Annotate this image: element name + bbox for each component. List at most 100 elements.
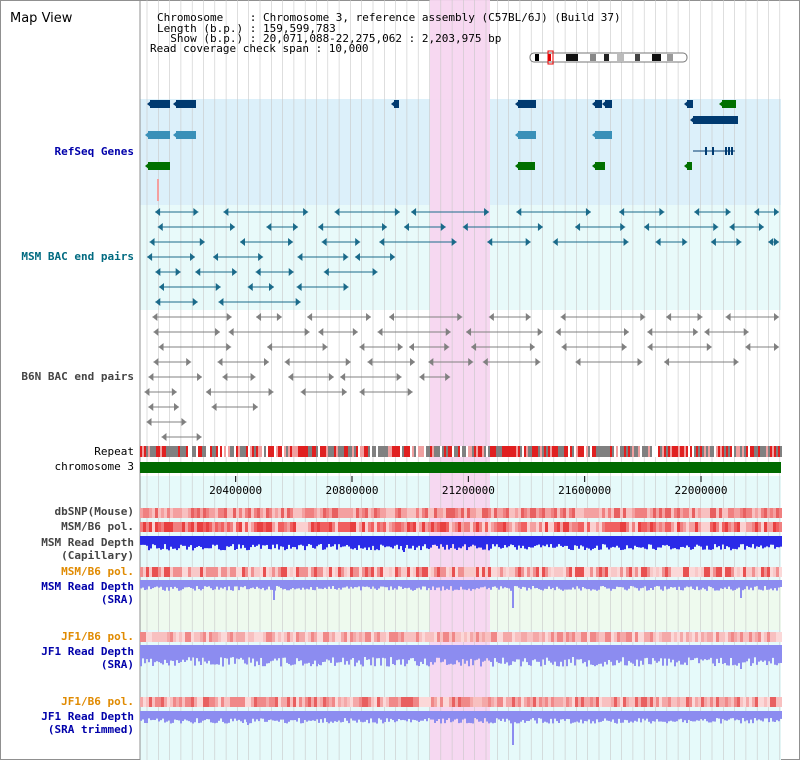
jf1-depth-trimmed-bar — [540, 711, 542, 719]
repeat-block — [188, 446, 190, 457]
repeat-block — [558, 446, 560, 457]
depth-spike — [591, 645, 593, 663]
jf1-depth-trimmed-bar — [458, 711, 460, 724]
jf1-b6-polymorphism-2 — [164, 697, 167, 707]
jf1-b6-polymorphism-2 — [779, 697, 782, 707]
msm-depth-sra-bar — [564, 580, 566, 590]
msm-b6-polymorphism-2 — [479, 567, 482, 577]
jf1-depth-sra-bar — [346, 645, 348, 662]
jf1-depth-trimmed-bar — [300, 711, 302, 724]
jf1-b6-polymorphism-2 — [548, 697, 551, 707]
bac-end-marker — [155, 268, 161, 276]
msm-b6-polymorphism — [245, 522, 248, 532]
jf1-depth-sra-bar — [524, 645, 526, 659]
jf1-b6-polymorphism-2 — [569, 697, 572, 707]
jf1-depth-sra-bar — [680, 645, 682, 665]
track-label-msm-bac[interactable]: MSM BAC end pairs — [21, 250, 134, 263]
bac-end-marker — [144, 388, 150, 396]
msm-depth-capillary-bar — [616, 536, 618, 546]
dbsnp-density — [431, 508, 434, 518]
msm-b6-polymorphism — [560, 522, 563, 532]
repeat-block — [686, 446, 688, 457]
repeat-block — [298, 446, 300, 457]
dbsnp-density — [407, 508, 410, 518]
msm-b6-polymorphism-2 — [413, 567, 416, 577]
dbsnp-density — [215, 508, 218, 518]
msm-b6-polymorphism — [449, 522, 452, 532]
track-label-b6n-bac[interactable]: B6N BAC end pairs — [21, 370, 134, 383]
jf1-b6-polymorphism-2 — [521, 697, 524, 707]
dbsnp-density — [656, 508, 659, 518]
jf1-b6-polymorphism — [164, 632, 167, 642]
msm-depth-capillary-bar — [530, 536, 532, 548]
msm-depth-sra-bar — [358, 580, 360, 587]
jf1-depth-trimmed-bar — [524, 711, 526, 723]
repeat-block — [644, 446, 646, 457]
msm-depth-capillary-bar — [174, 536, 176, 549]
msm-depth-sra-bar — [232, 580, 234, 591]
msm-depth-sra-bar — [254, 580, 256, 589]
bac-end-marker — [758, 223, 764, 231]
gene-strand-arrow — [145, 131, 150, 139]
bac-end-marker — [328, 373, 334, 381]
bac-end-marker — [284, 358, 290, 366]
dbsnp-density — [692, 508, 695, 518]
msm-b6-polymorphism-2 — [548, 567, 551, 577]
jf1-b6-polymorphism-2 — [491, 697, 494, 707]
msm-depth-capillary-bar — [612, 536, 614, 547]
msm-depth-sra-bar — [368, 580, 370, 588]
msm-depth-capillary-bar — [522, 536, 524, 546]
ideogram-band — [604, 54, 609, 61]
msm-depth-capillary-bar — [410, 536, 412, 549]
dbsnp-density — [539, 508, 542, 518]
msm-depth-capillary-bar — [738, 536, 740, 548]
jf1-b6-polymorphism-2 — [647, 697, 650, 707]
msm-depth-sra-bar — [140, 580, 142, 589]
msm-b6-polymorphism-2 — [524, 567, 527, 577]
repeat-block — [584, 446, 586, 457]
bac-end-marker — [382, 223, 388, 231]
dbsnp-density — [461, 508, 464, 518]
jf1-depth-trimmed-bar — [682, 711, 684, 723]
msm-b6-polymorphism — [539, 522, 542, 532]
msm-b6-polymorphism-2 — [269, 567, 272, 577]
jf1-depth-sra-bar — [656, 645, 658, 663]
msm-b6-polymorphism-2 — [146, 567, 149, 577]
jf1-b6-polymorphism — [353, 632, 356, 642]
bac-end-marker — [466, 328, 472, 336]
jf1-b6-polymorphism-2 — [299, 697, 302, 707]
jf1-depth-trimmed-bar — [696, 711, 698, 721]
msm-depth-capillary-bar — [632, 536, 634, 550]
jf1-b6-polymorphism — [458, 632, 461, 642]
msm-depth-sra-bar — [706, 580, 708, 591]
jf1-b6-polymorphism — [314, 632, 317, 642]
track-label-refseq-genes[interactable]: RefSeq Genes — [54, 145, 134, 158]
bac-end-marker — [354, 253, 360, 261]
jf1-depth-trimmed-bar — [678, 711, 680, 720]
jf1-b6-polymorphism — [191, 632, 194, 642]
jf1-depth-sra-bar — [288, 645, 290, 665]
depth-spike — [319, 645, 321, 665]
msm-depth-capillary-bar — [634, 536, 636, 546]
jf1-depth-trimmed-bar — [276, 711, 278, 721]
repeat-block — [502, 446, 504, 457]
bac-end-marker — [148, 403, 154, 411]
msm-b6-polymorphism — [224, 522, 227, 532]
msm-depth-sra-bar — [336, 580, 338, 590]
msm-depth-sra-bar — [362, 580, 364, 587]
dbsnp-density — [563, 508, 566, 518]
repeat-block — [466, 446, 468, 457]
msm-b6-polymorphism — [779, 522, 782, 532]
jf1-b6-polymorphism-2 — [725, 697, 728, 707]
jf1-depth-sra-bar — [272, 645, 274, 661]
msm-depth-capillary-bar — [470, 536, 472, 547]
jf1-b6-polymorphism — [566, 632, 569, 642]
msm-depth-capillary-bar — [724, 536, 726, 549]
msm-b6-polymorphism — [371, 522, 374, 532]
jf1-depth-trimmed-bar — [608, 711, 610, 721]
dbsnp-density — [716, 508, 719, 518]
jf1-depth-trimmed-bar — [666, 711, 668, 724]
jf1-b6-polymorphism — [170, 632, 173, 642]
msm-depth-sra-bar — [228, 580, 230, 587]
